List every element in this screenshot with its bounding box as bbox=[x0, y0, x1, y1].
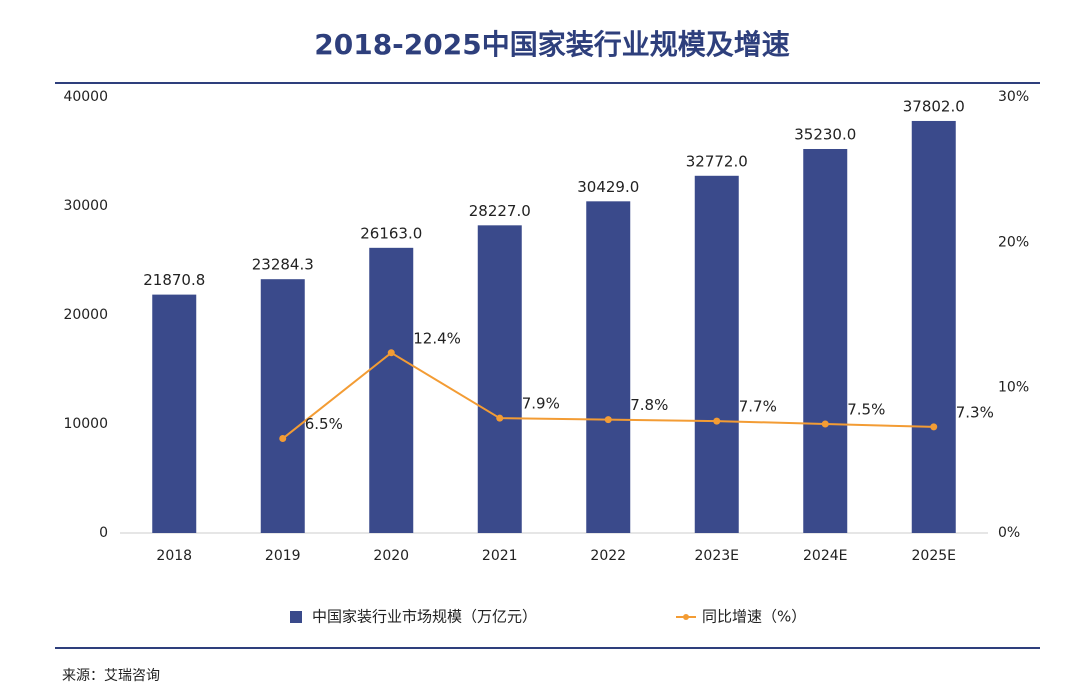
data-label: 30429.0 bbox=[577, 178, 639, 196]
line-marker bbox=[930, 423, 938, 431]
line-marker bbox=[279, 435, 287, 443]
bar bbox=[911, 120, 956, 534]
bar bbox=[369, 247, 414, 533]
data-label: 7.7% bbox=[739, 398, 777, 416]
legend-label: 同比增速（%） bbox=[702, 608, 806, 626]
x-tick-label: 2018 bbox=[156, 548, 192, 564]
data-label: 26163.0 bbox=[360, 224, 422, 242]
bar bbox=[477, 225, 522, 534]
data-label: 32772.0 bbox=[686, 152, 748, 170]
x-tick-label: 2024E bbox=[803, 548, 847, 564]
y2-tick-label: 30% bbox=[998, 89, 1029, 105]
bar bbox=[260, 279, 305, 533]
y2-tick-label: 0% bbox=[998, 525, 1020, 541]
legend-label: 中国家装行业市场规模（万亿元） bbox=[312, 608, 537, 626]
data-label: 28227.0 bbox=[469, 202, 531, 220]
data-label: 23284.3 bbox=[252, 256, 314, 274]
chart-title: 2018-2025中国家装行业规模及增速 bbox=[314, 28, 789, 61]
legend-swatch bbox=[290, 611, 302, 623]
y-tick-label: 40000 bbox=[63, 89, 108, 105]
data-label: 35230.0 bbox=[794, 125, 856, 143]
data-label: 37802.0 bbox=[903, 97, 965, 115]
y-tick-label: 30000 bbox=[63, 198, 108, 214]
y-tick-label: 20000 bbox=[63, 307, 108, 323]
data-label: 7.5% bbox=[847, 401, 885, 419]
line-marker bbox=[821, 420, 829, 428]
data-label: 7.9% bbox=[522, 395, 560, 413]
y2-tick-label: 20% bbox=[998, 234, 1029, 250]
y-tick-label: 0 bbox=[99, 525, 108, 541]
bar bbox=[694, 175, 739, 533]
data-label: 7.8% bbox=[630, 396, 668, 414]
x-tick-label: 2020 bbox=[373, 548, 409, 564]
x-tick-label: 2025E bbox=[912, 548, 956, 564]
legend-swatch-marker bbox=[683, 614, 689, 620]
x-tick-label: 2022 bbox=[590, 548, 626, 564]
x-tick-label: 2019 bbox=[265, 548, 301, 564]
bar bbox=[586, 201, 631, 533]
x-tick-label: 2023E bbox=[695, 548, 739, 564]
bar bbox=[803, 148, 848, 534]
line-marker bbox=[387, 349, 395, 357]
data-label: 21870.8 bbox=[143, 271, 205, 289]
source: 来源：艾瑞咨询 bbox=[62, 668, 160, 684]
line-marker bbox=[604, 416, 612, 424]
y2-tick-label: 10% bbox=[998, 380, 1029, 396]
bar bbox=[152, 294, 197, 533]
line-marker bbox=[713, 417, 721, 425]
data-label: 6.5% bbox=[305, 415, 343, 433]
x-tick-label: 2021 bbox=[482, 548, 518, 564]
y-tick-label: 10000 bbox=[63, 416, 108, 432]
data-label: 7.3% bbox=[956, 403, 994, 421]
line-marker bbox=[496, 414, 504, 422]
data-label: 12.4% bbox=[413, 329, 461, 347]
